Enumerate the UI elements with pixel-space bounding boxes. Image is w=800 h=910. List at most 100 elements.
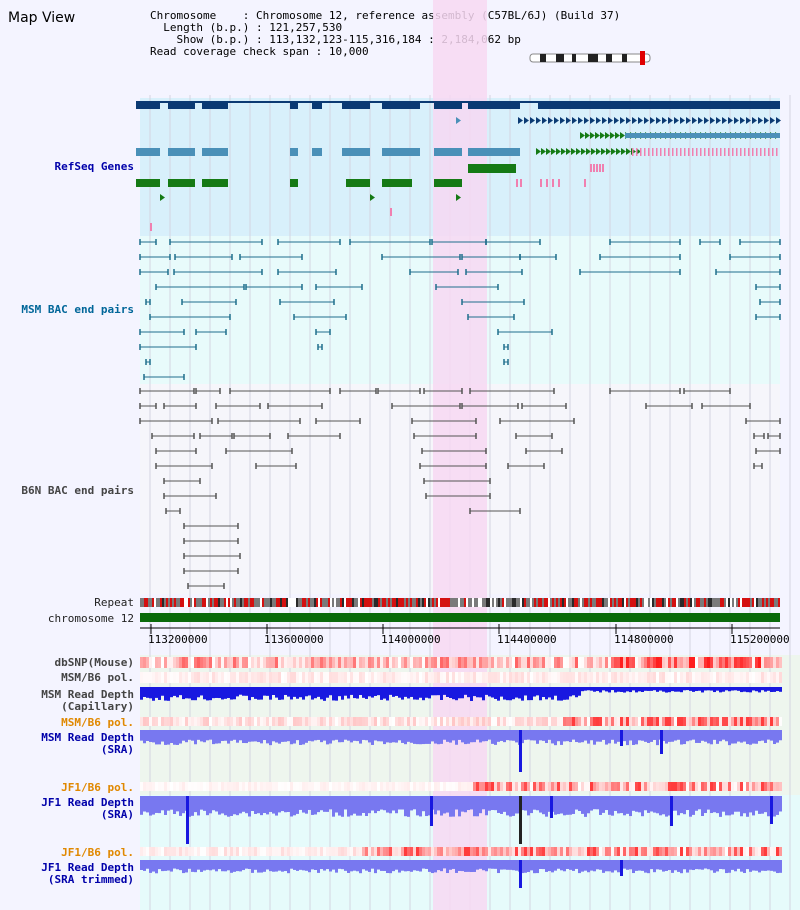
heatmap-cell: [641, 657, 644, 668]
depth-bar: [368, 796, 371, 814]
heatmap-cell: [359, 717, 362, 726]
heatmap-cell: [446, 782, 449, 791]
depth-bar: [590, 730, 593, 741]
gene-feature: [382, 148, 420, 156]
heatmap-cell: [632, 717, 635, 726]
heatmap-cell: [398, 847, 401, 856]
track-label-chromosome[interactable]: chromosome 12: [47, 612, 134, 625]
heatmap-cell: [299, 672, 302, 683]
depth-bar: [356, 796, 359, 816]
depth-bar: [521, 730, 524, 744]
heatmap-cell: [635, 672, 638, 683]
repeat-mark: [392, 598, 394, 607]
depth-bar: [758, 796, 761, 814]
track-label-b6n-bac[interactable]: B6N BAC end pairs: [21, 484, 134, 497]
depth-bar: [188, 796, 191, 817]
heatmap-cell: [518, 657, 521, 668]
track-label-msm-b6-pol-2[interactable]: MSM/B6 pol.: [61, 716, 134, 729]
gene-exon-mark: [599, 164, 601, 172]
gene-exon-mark: [660, 148, 662, 156]
depth-bar: [149, 730, 152, 742]
depth-bar: [353, 730, 356, 741]
depth-bar: [626, 687, 629, 692]
track-label-jf1-depth-trim[interactable]: JF1 Read Depth: [41, 861, 134, 874]
depth-bar: [737, 730, 740, 742]
depth-bar: [182, 860, 185, 874]
depth-bar: [185, 687, 188, 699]
track-label-msm-depth-sra[interactable]: MSM Read Depth: [41, 731, 134, 744]
heatmap-cell: [485, 657, 488, 668]
heatmap-cell: [218, 782, 221, 791]
track-label-msm-depth-cap[interactable]: MSM Read Depth: [41, 688, 134, 701]
heatmap-cell: [374, 672, 377, 683]
repeat-mark: [628, 598, 630, 607]
track-label-jf1-b6-pol[interactable]: JF1/B6 pol.: [61, 781, 134, 794]
heatmap-cell: [710, 657, 713, 668]
heatmap-cell: [326, 782, 329, 791]
track-label-refseq[interactable]: RefSeq Genes: [54, 160, 134, 173]
heatmap-cell: [209, 782, 212, 791]
heatmap-cell: [632, 657, 635, 668]
heatmap-cell: [143, 717, 146, 726]
heatmap-cell: [749, 782, 752, 791]
heatmap-cell: [545, 657, 548, 668]
track-label-msm-bac[interactable]: MSM BAC end pairs: [21, 303, 134, 316]
heatmap-cell: [272, 717, 275, 726]
gene-exon-mark: [632, 148, 634, 156]
heatmap-cell: [458, 782, 461, 791]
heatmap-cell: [377, 782, 380, 791]
repeat-mark: [244, 598, 246, 607]
heatmap-cell: [182, 672, 185, 683]
track-label-repeat[interactable]: Repeat: [94, 596, 134, 609]
depth-bar: [452, 730, 455, 741]
heatmap-cell: [689, 847, 692, 856]
heatmap-cell: [722, 657, 725, 668]
depth-bar: [467, 730, 470, 744]
heatmap-cell: [257, 657, 260, 668]
gene-arrow: [560, 117, 565, 124]
track-label-jf1-b6-pol-2[interactable]: JF1/B6 pol.: [61, 846, 134, 859]
heatmap-cell: [740, 672, 743, 683]
heatmap-cell: [245, 782, 248, 791]
gene-arrow: [668, 117, 673, 124]
track-label-jf1-depth-sra[interactable]: JF1 Read Depth: [41, 796, 134, 809]
depth-bar: [179, 860, 182, 871]
heatmap-cell: [410, 672, 413, 683]
repeat-mark: [596, 598, 598, 607]
depth-spike: [186, 796, 189, 844]
heatmap-cell: [620, 657, 623, 668]
track-label-msm-b6-pol[interactable]: MSM/B6 pol.: [61, 671, 134, 684]
repeat-mark: [312, 598, 314, 607]
repeat-mark: [146, 598, 148, 607]
heatmap-cell: [575, 782, 578, 791]
depth-bar: [653, 796, 656, 813]
heatmap-cell: [428, 672, 431, 683]
depth-bar: [614, 730, 617, 744]
heatmap-cell: [593, 717, 596, 726]
depth-bar: [263, 687, 266, 696]
heatmap-cell: [584, 782, 587, 791]
heatmap-cell: [446, 847, 449, 856]
heatmap-cell: [419, 657, 422, 668]
heatmap-cell: [491, 782, 494, 791]
depth-bar: [419, 796, 422, 817]
heatmap-cell: [404, 847, 407, 856]
heatmap-cell: [188, 657, 191, 668]
repeat-mark: [482, 598, 484, 607]
heatmap-cell: [428, 782, 431, 791]
heatmap-cell: [695, 782, 698, 791]
repeat-mark: [288, 598, 290, 607]
heatmap-cell: [566, 657, 569, 668]
heatmap-cell: [230, 847, 233, 856]
repeat-mark: [688, 598, 690, 607]
heatmap-cell: [728, 717, 731, 726]
gene-arrow: [601, 148, 606, 155]
heatmap-cell: [161, 847, 164, 856]
repeat-mark: [530, 598, 532, 607]
depth-bar: [473, 796, 476, 817]
gene-exon-mark: [712, 148, 714, 156]
heatmap-cell: [287, 717, 290, 726]
heatmap-cell: [629, 782, 632, 791]
track-label-dbsnp[interactable]: dbSNP(Mouse): [54, 656, 134, 669]
